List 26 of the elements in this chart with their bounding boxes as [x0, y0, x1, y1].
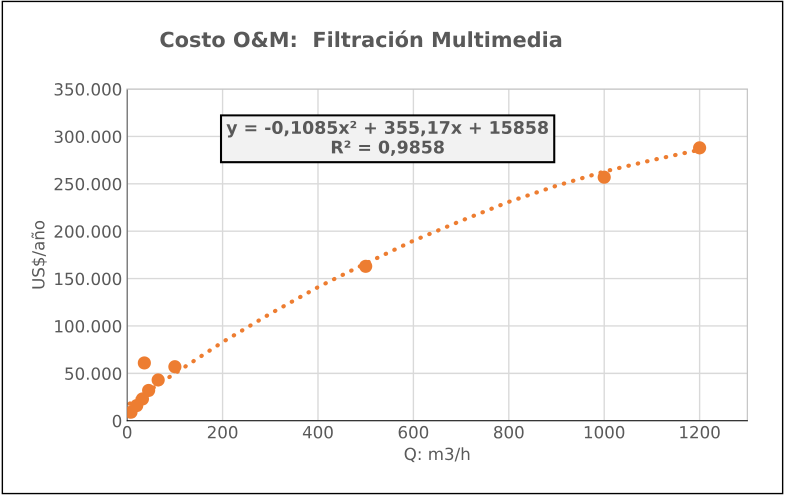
point — [152, 373, 165, 387]
point — [598, 170, 611, 184]
y-tick-label: 50.000 — [65, 367, 122, 380]
annotation: y = -0,1085x² + 355,17x + 15858 R² = 0,9858 — [226, 120, 548, 156]
x-tick-label: 600 — [398, 426, 428, 439]
point — [168, 360, 182, 374]
x-tick-label: 0 — [122, 426, 132, 439]
point — [693, 141, 706, 154]
y-tick-label: 100.000 — [55, 320, 122, 333]
x-axis-title: Q: m3/h — [404, 447, 470, 462]
y-tick-label: 250.000 — [54, 178, 122, 190]
y-tick-label: 200.000 — [54, 225, 122, 238]
y-tick-label: 350.000 — [54, 83, 122, 96]
point — [359, 260, 372, 273]
chart-title: Costo O&M: Filtración Multimedia — [160, 30, 562, 48]
x-tick-label: 1000 — [584, 426, 624, 439]
y-axis-title: US$/año — [31, 220, 47, 288]
y-tick-label: 150.000 — [55, 272, 122, 286]
y-tick-label: 300.000 — [54, 130, 122, 144]
x-tick-label: 800 — [494, 426, 524, 439]
x-tick-label: 200 — [208, 426, 238, 439]
y-tick-label: 0 — [112, 414, 122, 428]
point — [142, 384, 156, 398]
point — [138, 356, 151, 370]
x-tick-label: 400 — [302, 426, 333, 439]
x-tick-label: 1200 — [680, 426, 720, 439]
